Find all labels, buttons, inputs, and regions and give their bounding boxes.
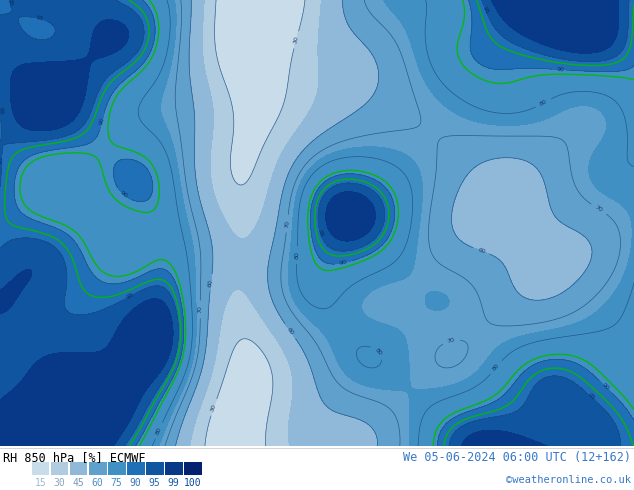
Text: 95: 95 — [7, 0, 13, 7]
FancyBboxPatch shape — [146, 462, 164, 475]
FancyBboxPatch shape — [127, 462, 145, 475]
Text: 80: 80 — [539, 99, 548, 107]
Text: 60: 60 — [208, 279, 214, 287]
Text: 45: 45 — [73, 478, 84, 488]
Text: 95: 95 — [149, 478, 160, 488]
Text: 95: 95 — [0, 155, 4, 164]
Text: 80: 80 — [294, 251, 300, 259]
FancyBboxPatch shape — [70, 462, 87, 475]
Text: 90: 90 — [557, 67, 565, 73]
Text: 95: 95 — [482, 5, 489, 14]
FancyBboxPatch shape — [32, 462, 49, 475]
Text: 80: 80 — [155, 426, 163, 436]
FancyBboxPatch shape — [165, 462, 183, 475]
Text: ©weatheronline.co.uk: ©weatheronline.co.uk — [506, 475, 631, 485]
Text: 95: 95 — [317, 229, 324, 238]
Text: 90: 90 — [99, 117, 105, 125]
Text: 100: 100 — [184, 478, 202, 488]
Text: 30: 30 — [293, 35, 300, 44]
FancyBboxPatch shape — [89, 462, 107, 475]
Text: We 05-06-2024 06:00 UTC (12+162): We 05-06-2024 06:00 UTC (12+162) — [403, 451, 631, 465]
Text: RH 850 hPa [%] ECMWF: RH 850 hPa [%] ECMWF — [3, 451, 146, 465]
Text: 70: 70 — [594, 205, 604, 213]
Text: 95: 95 — [36, 15, 44, 22]
FancyBboxPatch shape — [108, 462, 126, 475]
Text: 99: 99 — [168, 478, 179, 488]
FancyBboxPatch shape — [51, 462, 68, 475]
Text: 90: 90 — [130, 478, 141, 488]
Text: 75: 75 — [111, 478, 122, 488]
Text: 90: 90 — [339, 260, 347, 266]
Text: 60: 60 — [477, 247, 486, 255]
Text: 90: 90 — [601, 382, 611, 392]
Text: 30: 30 — [210, 403, 217, 412]
Text: 70: 70 — [447, 338, 456, 344]
Text: 95: 95 — [0, 107, 3, 115]
Text: 80: 80 — [492, 363, 500, 372]
FancyBboxPatch shape — [184, 462, 202, 475]
Text: 70: 70 — [198, 305, 203, 314]
Text: 95: 95 — [586, 392, 596, 401]
Text: 60: 60 — [286, 326, 295, 336]
Text: 90: 90 — [119, 191, 129, 199]
Text: 80: 80 — [373, 347, 383, 356]
Text: 15: 15 — [35, 478, 46, 488]
Text: 60: 60 — [92, 478, 103, 488]
Text: 70: 70 — [284, 220, 290, 228]
Text: 30: 30 — [54, 478, 65, 488]
Text: 95: 95 — [126, 292, 135, 300]
